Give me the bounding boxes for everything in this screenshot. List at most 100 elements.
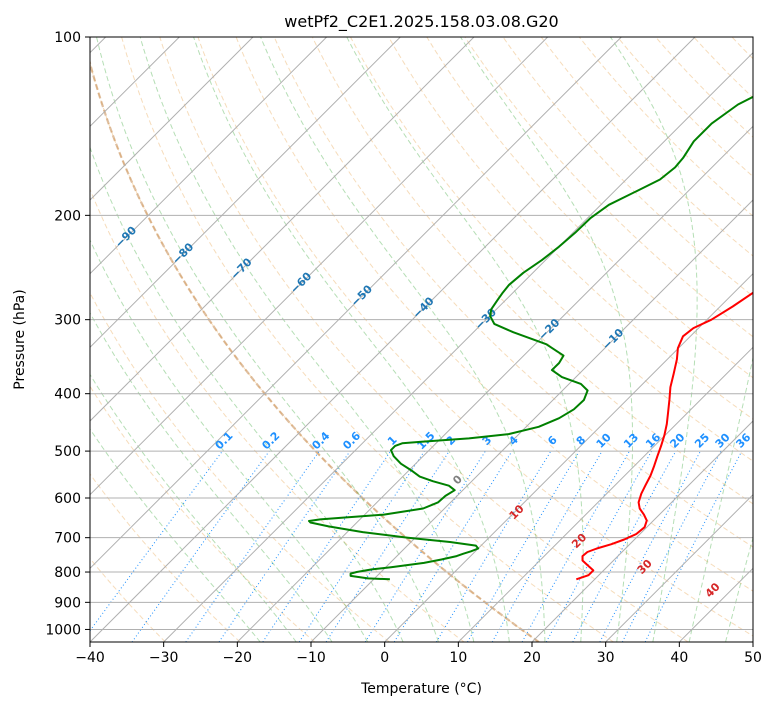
moist-adiabat-line <box>90 238 369 642</box>
dry-adiabat-line <box>121 37 614 642</box>
moist-adiabat-line <box>725 536 753 642</box>
mixing-ratio-line <box>599 450 701 642</box>
isotherm-line <box>457 346 753 642</box>
dry-adiabat-label: −30 <box>473 306 500 333</box>
plot-frame <box>89 36 754 643</box>
isotherm-line <box>310 199 753 642</box>
mixing-ratio-line <box>298 450 425 642</box>
dry-adiabat-line <box>655 37 753 138</box>
isotherm-line <box>236 125 753 642</box>
x-tick-label: −40 <box>75 650 105 666</box>
sounding-profiles <box>308 95 753 581</box>
mixing-ratio-line <box>621 450 722 642</box>
isotherm-line <box>90 37 622 570</box>
isobar-gridlines <box>90 37 753 630</box>
mixing-ratio-label: 30 <box>713 430 733 450</box>
y-tick-label: 500 <box>54 444 81 460</box>
dry-adiabat-line <box>159 37 689 642</box>
mixing-ratio-line <box>262 450 392 642</box>
mixing-ratio-line <box>545 450 653 642</box>
x-tick-label: −30 <box>149 650 179 666</box>
y-tick-label: 900 <box>54 595 81 611</box>
moist-adiabats <box>90 37 775 642</box>
moist-adiabat-line <box>762 37 775 642</box>
x-axis: −40 −30 −20 −10 0 10 20 30 40 50 <box>75 642 762 666</box>
isotherm-line <box>531 420 753 642</box>
isotherm-line <box>90 37 254 201</box>
x-tick-label: 20 <box>523 650 541 666</box>
mixing-ratio-label: 4 <box>506 433 521 448</box>
mixing-ratio-line <box>393 450 513 642</box>
mixing-ratio-label: 10 <box>594 430 614 450</box>
dry-adiabat-line <box>770 37 775 642</box>
y-tick-label: 200 <box>54 208 81 224</box>
moist-adiabat-line <box>96 37 439 642</box>
y-tick-label: 600 <box>54 491 81 507</box>
dry-adiabat-line <box>693 37 753 99</box>
dry-adiabat-line <box>90 473 241 642</box>
isotherm-line <box>90 37 475 422</box>
dry-adiabat-line <box>90 58 540 642</box>
plot-area: −100−90−80−70−60 −50 −40 −30 −20 −10010203040… <box>90 37 775 642</box>
moist-adiabat-line <box>609 37 698 642</box>
dry-adiabat-line <box>90 188 465 642</box>
y-tick-label: 700 <box>54 531 81 547</box>
isotherm-line <box>678 567 753 642</box>
mixing-ratio-label: 25 <box>692 431 712 451</box>
moist-adiabat-label: 20 <box>569 531 589 551</box>
dry-adiabat-label: −60 <box>288 269 315 296</box>
x-tick-label: 40 <box>670 650 688 666</box>
dry-adiabat-label: −50 <box>348 282 375 309</box>
isotherm-line <box>605 493 753 642</box>
y-tick-label: 100 <box>54 30 81 46</box>
mixing-ratio-label: 36 <box>733 430 753 450</box>
moist-adiabat-line <box>90 373 297 642</box>
mixing-ratio-line <box>325 450 450 642</box>
x-tick-label: −10 <box>296 650 326 666</box>
isotherm-line <box>163 51 753 642</box>
isotherm-line <box>90 37 328 275</box>
mixing-ratio-label: 0.6 <box>340 429 363 452</box>
isotherm-gridlines <box>90 37 753 642</box>
dry-adiabat-line <box>502 37 753 297</box>
dry-adiabat-line <box>90 557 166 642</box>
mixing-ratio-line <box>644 450 743 642</box>
dry-adiabat-line <box>197 37 753 637</box>
y-tick-label: 1000 <box>45 622 81 638</box>
dry-adiabat-line <box>273 37 753 548</box>
mixing-ratio-label: 0.2 <box>259 429 282 452</box>
x-tick-label: 50 <box>744 650 762 666</box>
x-tick-label: 10 <box>449 650 467 666</box>
mixing-ratio-line <box>131 450 270 642</box>
dry-adiabat-line <box>90 385 316 642</box>
dry-adiabat-line <box>426 37 753 379</box>
moist-adiabat-label: 30 <box>635 557 655 577</box>
mixing-ratio-label: 8 <box>574 433 589 448</box>
moist-adiabat-line <box>193 37 510 642</box>
isotherm-line <box>90 37 401 349</box>
mixing-ratio-line <box>185 450 320 642</box>
mixing-ratio-line <box>364 450 486 642</box>
moist-adiabat-line <box>90 311 333 642</box>
dewpoint-line <box>308 95 753 581</box>
dry-adiabat-line <box>90 291 390 642</box>
mixing-ratio-label: 20 <box>667 430 687 450</box>
moist-adiabat-line <box>346 37 584 642</box>
isotherm-line <box>90 37 696 642</box>
dry-adiabats <box>90 37 775 642</box>
moist-adiabat-line <box>90 146 404 642</box>
temperature-line <box>575 291 753 581</box>
dry-adiabat-line <box>388 37 753 420</box>
y-axis: 100 200 300 400 500 600 700 800 900 1000 <box>45 30 90 638</box>
mixing-ratio-label: 0.1 <box>213 429 236 452</box>
moist-adiabat-line <box>460 37 633 642</box>
isotherm-line <box>90 37 549 496</box>
mixing-ratio-line <box>90 450 223 632</box>
dry-adiabat-line <box>235 37 753 592</box>
y-tick-label: 400 <box>54 387 81 403</box>
dry-adiabat-line <box>350 37 753 462</box>
isotherm-line <box>752 641 753 642</box>
mixing-ratio-line <box>572 450 677 642</box>
y-axis-label: Pressure (hPa) <box>12 289 28 389</box>
moist-adiabat-label: 40 <box>703 580 723 600</box>
